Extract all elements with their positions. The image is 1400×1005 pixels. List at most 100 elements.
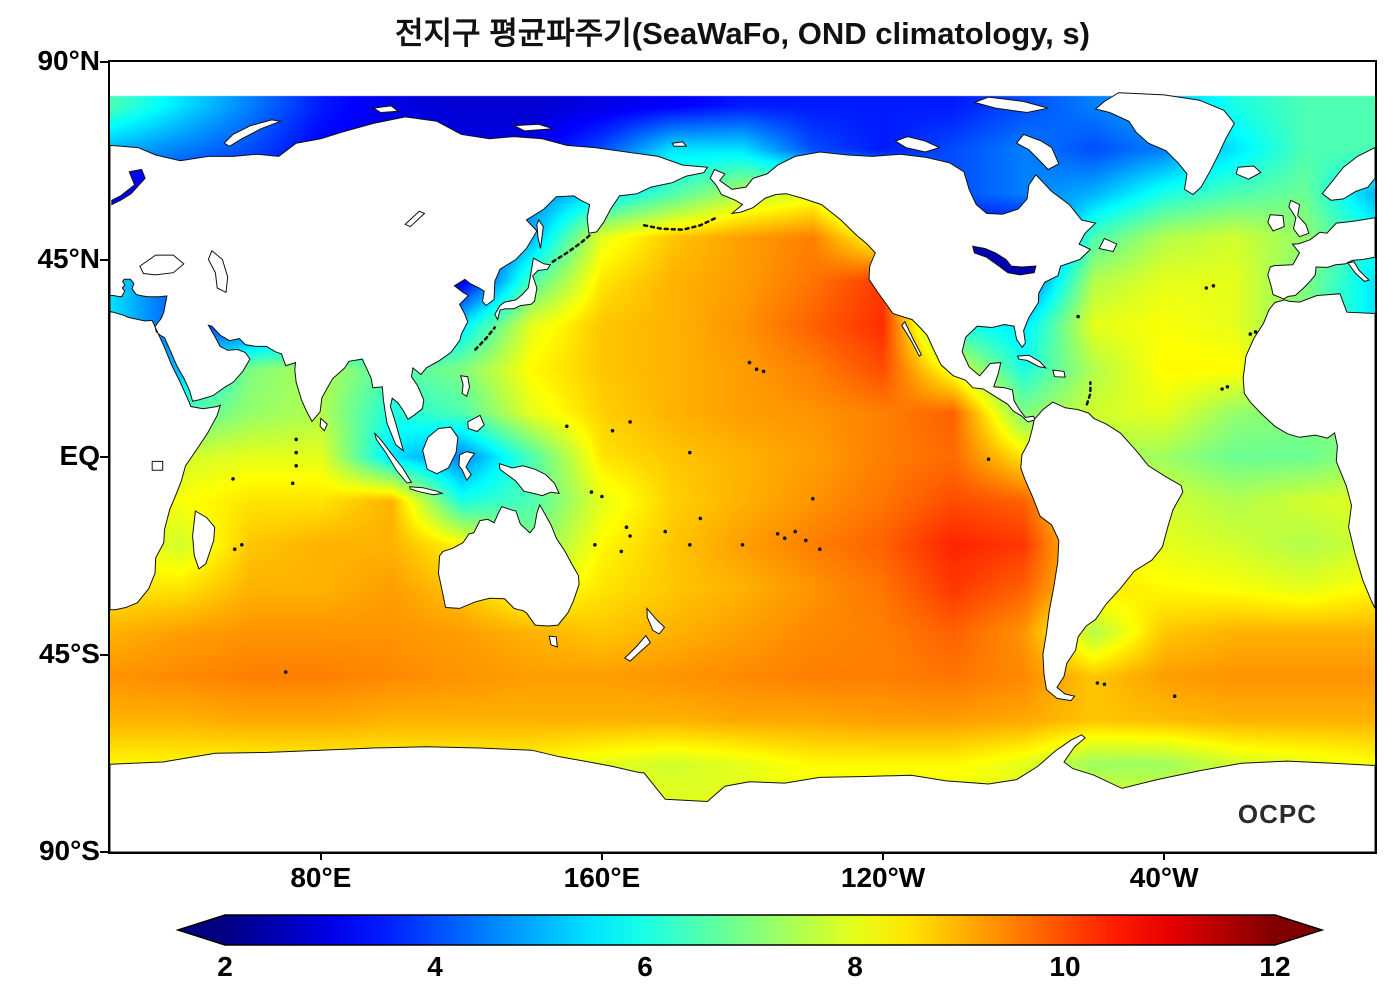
island-dot	[565, 424, 569, 429]
landmass-wrangel-island	[671, 141, 688, 147]
landmass-baffin-island	[1015, 133, 1060, 171]
island-dot	[232, 547, 237, 551]
island-dot	[698, 516, 703, 521]
island-dot	[290, 481, 295, 486]
island-dot	[688, 543, 692, 547]
island-dot	[1248, 332, 1253, 336]
lake-lake-baikal	[404, 210, 426, 228]
colorbar-tick-label: 10	[1049, 951, 1081, 982]
island-dot	[986, 457, 991, 462]
island-arc-aleutian-islands	[642, 216, 718, 231]
map-plot-area: OCPC	[108, 60, 1377, 854]
y-tick-label: 90°S	[38, 835, 100, 866]
island-arc-ryukyu-islands	[474, 326, 497, 351]
x-tick-label: 80°E	[290, 862, 352, 893]
landmass-newfoundland	[1098, 237, 1118, 253]
landmass-novaya-zemlya	[223, 119, 283, 147]
y-tick-label: 45°N	[37, 242, 100, 274]
island-dot	[1225, 385, 1230, 389]
y-tick-label: EQ	[59, 440, 100, 471]
landmass-great-britain	[1288, 199, 1310, 238]
landmass-sri-lanka	[319, 417, 328, 432]
y-tick-label: 90°N	[37, 45, 100, 76]
lake-black-sea	[139, 254, 185, 276]
x-tick-mark	[319, 852, 322, 860]
landmass-japan	[494, 257, 552, 321]
island-dot	[663, 529, 667, 534]
colorbar-bar	[175, 914, 1325, 946]
lake-baltic-sea	[111, 168, 146, 206]
y-tick-mark	[100, 456, 108, 458]
y-tick-mark	[100, 258, 108, 261]
y-tick-mark	[100, 61, 108, 63]
landmass-hispaniola	[1052, 369, 1066, 378]
x-tick-label: 120°W	[840, 862, 926, 893]
landmass-severnaya-zemlya	[372, 105, 400, 114]
landmass-victoria-island	[894, 136, 941, 153]
colorbar: 2 4 6 8 10 12	[0, 905, 1400, 1005]
colorbar-tick-label: 2	[217, 951, 233, 982]
island-dot	[624, 525, 629, 529]
island-dot	[1095, 681, 1100, 685]
island-arc-lesser-antilles	[1085, 381, 1092, 406]
figure-title: 전지구 평균파주기(SeaWaFo, OND climatology, s)	[395, 16, 1090, 51]
island-dot	[294, 464, 298, 468]
landmass-italy	[1347, 261, 1370, 282]
island-dot	[688, 450, 692, 455]
island-arc-kuril-islands	[551, 234, 591, 263]
island-dot	[1204, 286, 1209, 290]
landmass-australia	[437, 503, 580, 627]
island-dot	[231, 477, 235, 481]
island-dot	[628, 420, 632, 424]
landmass-west-africa	[1242, 293, 1375, 609]
landmass-sulawesi	[458, 451, 476, 482]
island-dot	[775, 532, 780, 536]
x-tick-mark	[600, 852, 603, 860]
landmass-iceland	[1235, 165, 1262, 180]
island-dot	[294, 437, 298, 442]
landmass-tasmania	[548, 635, 558, 648]
island-dot	[283, 670, 288, 674]
lake-lake-victoria	[151, 460, 164, 471]
island-dot	[610, 428, 615, 433]
x-tick-mark	[1163, 852, 1166, 860]
x-tick-label: 160°E	[563, 862, 641, 893]
island-dot	[294, 450, 298, 455]
landmass-north-america	[709, 151, 1097, 423]
island-dot	[793, 529, 797, 534]
colorbar-tick-label: 12	[1259, 951, 1291, 982]
island-dot	[1211, 284, 1216, 288]
x-tick-mark	[882, 852, 885, 860]
landmass-antarctica	[110, 734, 1375, 852]
island-dot	[1253, 330, 1258, 334]
island-dot	[754, 367, 759, 372]
island-dot	[1220, 387, 1224, 391]
coastlines-layer	[110, 92, 1375, 852]
y-tick-mark	[100, 653, 108, 656]
landmass-new-guinea	[498, 462, 560, 497]
landmass-new-zealand-south	[623, 634, 652, 662]
landmass-greenland	[1094, 92, 1236, 196]
island-dot	[818, 547, 822, 551]
landmass-sumatra	[374, 432, 413, 484]
island-dot	[740, 543, 745, 547]
landmass-madagascar	[192, 510, 216, 570]
lake-caspian-sea	[207, 249, 229, 294]
y-tick-mark	[100, 851, 108, 853]
landmass-south-america	[1020, 401, 1184, 702]
island-dot	[240, 543, 244, 547]
landmass-luzon	[460, 375, 471, 398]
island-dot	[593, 543, 597, 547]
colorbar-tick-label: 4	[427, 951, 443, 982]
island-dot	[811, 496, 815, 501]
island-dot	[600, 494, 604, 499]
island-dot	[804, 538, 808, 543]
landmass-baja-california	[901, 320, 923, 357]
landmass-ellesmere-island	[972, 96, 1049, 114]
x-tick-label: 40°W	[1129, 862, 1199, 893]
colorbar-tick-label: 8	[847, 951, 863, 982]
landmass-new-zealand-north	[646, 606, 666, 635]
watermark-label: OCPC	[1237, 799, 1317, 829]
landmass-java	[409, 486, 444, 496]
